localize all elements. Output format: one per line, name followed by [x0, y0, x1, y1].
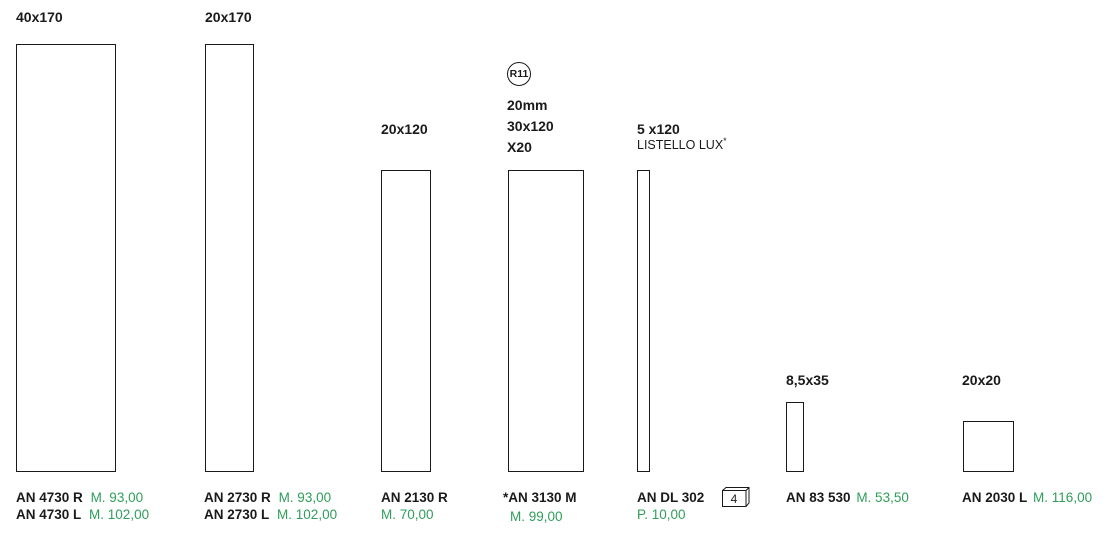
product-code-row: AN DL 302 — [637, 489, 704, 507]
size-label: 40x170 — [16, 9, 63, 25]
tile-swatch-40x170 — [16, 44, 116, 472]
tile-swatch-20x170 — [205, 44, 254, 472]
product-code: AN 4730 L — [16, 507, 82, 522]
product-price: M. 102,00 — [89, 507, 150, 522]
product-code: AN 83 530 — [786, 490, 851, 505]
product-price: M. 53,50 — [856, 490, 909, 505]
product-code-row: AN 4730 R M. 93,00 — [16, 489, 143, 507]
size-label: 20x170 — [205, 9, 252, 25]
product-code: AN DL 302 — [637, 490, 705, 505]
product-code-row: M. 99,00 — [510, 508, 563, 526]
product-price: M. 99,00 — [510, 509, 563, 524]
size-label: 5 x120 — [637, 121, 680, 137]
product-code: AN 2730 L — [204, 507, 270, 522]
tile-swatch-5x120 — [637, 170, 650, 472]
product-price: P. 10,00 — [637, 507, 686, 522]
subtitle-mark: * — [723, 135, 727, 146]
size-label: 20mm — [507, 97, 548, 113]
product-code-row: AN 83 530 M. 53,50 — [786, 489, 909, 507]
product-code: AN 2130 R — [381, 490, 448, 505]
size-label: 8,5x35 — [786, 372, 829, 388]
product-price: M. 93,00 — [90, 490, 144, 505]
size-label: 20x120 — [381, 121, 428, 137]
product-price: M. 93,00 — [278, 490, 332, 505]
product-code-row: AN 2730 R M. 93,00 — [204, 489, 331, 507]
size-label: 30x120 — [507, 118, 554, 134]
product-code: AN 2730 R — [204, 490, 271, 505]
product-code: *AN 3130 M — [503, 490, 577, 505]
product-price: M. 102,00 — [277, 507, 338, 522]
product-subtitle: LISTELLO LUX* — [637, 135, 727, 153]
product-code-row: *AN 3130 M — [503, 489, 577, 507]
product-code: AN 2030 L — [962, 490, 1028, 505]
product-code-row: M. 70,00 — [381, 506, 434, 524]
product-code-row: AN 2730 L M. 102,00 — [204, 506, 337, 524]
product-price: M. 70,00 — [381, 507, 434, 522]
tile-swatch-8-5x35 — [786, 402, 804, 472]
size-label: X20 — [507, 139, 532, 155]
tile-swatch-20x20 — [963, 421, 1014, 472]
pack-quantity: 4 — [731, 492, 738, 506]
product-code: AN 4730 R — [16, 490, 83, 505]
product-code-row: AN 4730 L M. 102,00 — [16, 506, 149, 524]
tile-swatch-30x120 — [508, 170, 584, 472]
r11-slip-rating-badge: R11 — [507, 62, 531, 86]
product-code-row: AN 2130 R — [381, 489, 448, 507]
size-label: 20x20 — [962, 372, 1001, 388]
product-price: M. 116,00 — [1033, 490, 1093, 505]
tile-swatch-20x120 — [381, 170, 431, 472]
subtitle-text: LISTELLO LUX — [637, 138, 724, 152]
product-code-row: AN 2030 L M. 116,00 — [962, 489, 1092, 507]
product-code-row: P. 10,00 — [637, 506, 686, 524]
box-icon: 4 — [722, 487, 750, 507]
